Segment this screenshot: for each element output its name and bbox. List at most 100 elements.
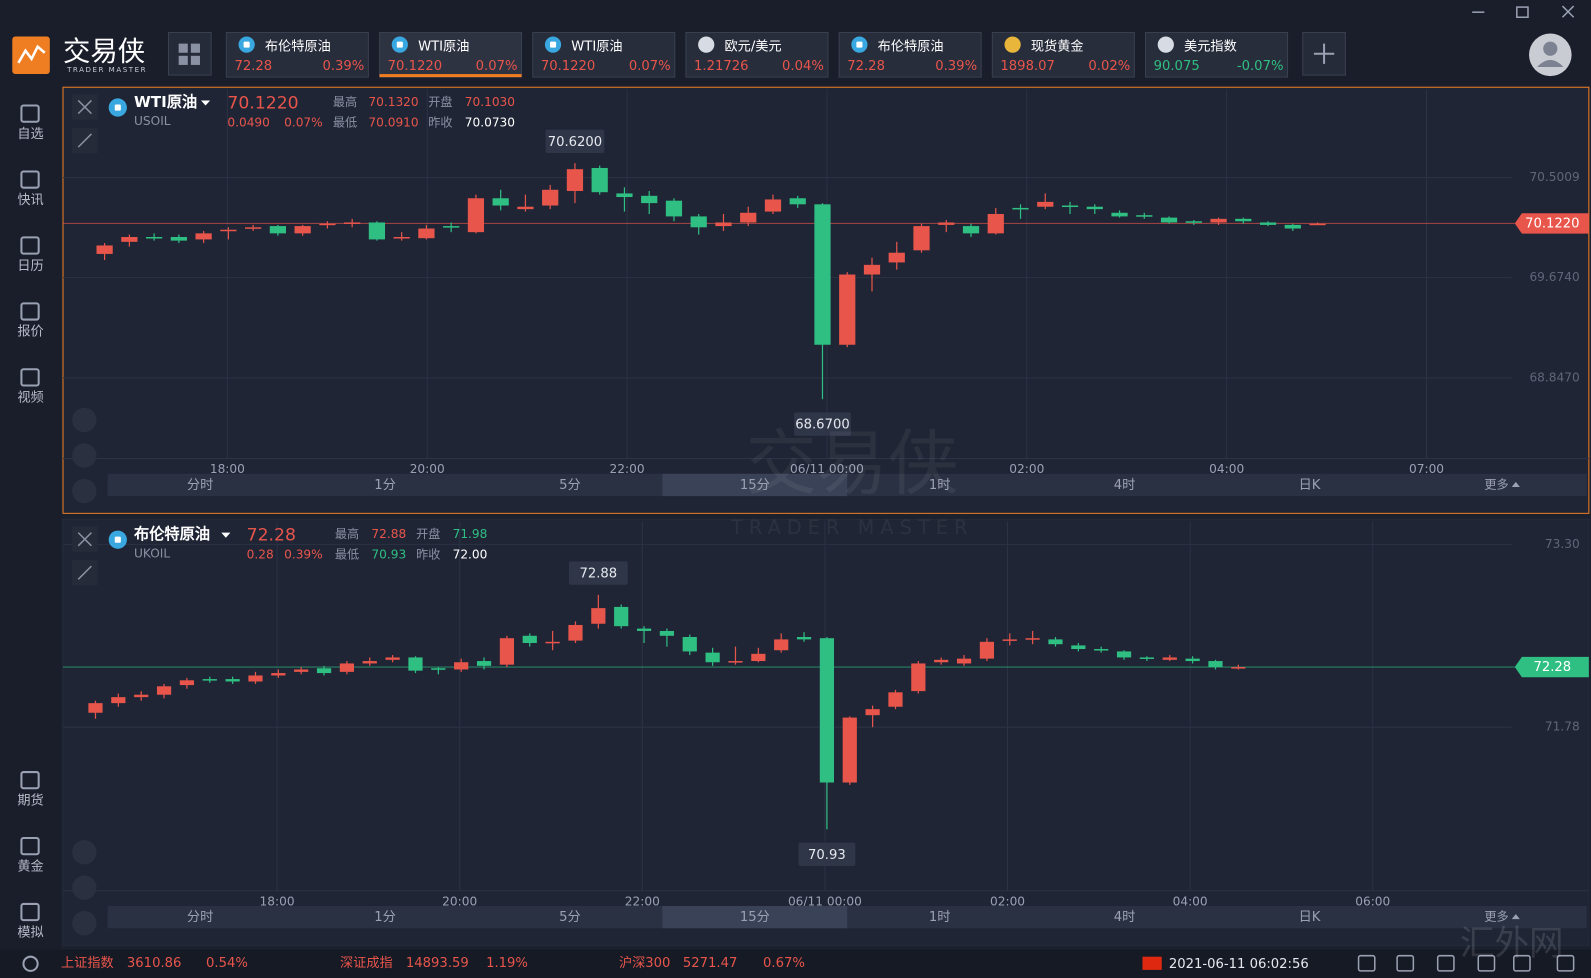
x-tick-label: 02:00 [990,894,1025,908]
sidebar-icon[interactable] [20,902,40,922]
candle-body [1208,661,1223,668]
candle-body [796,636,812,640]
sidebar-icon[interactable] [20,236,40,255]
candle-body [1309,223,1326,226]
plus-icon [1313,43,1335,64]
tab-icon-mark [856,41,863,48]
status-tool-icon[interactable] [1436,954,1455,972]
sidebar-icon[interactable] [20,771,40,790]
sidebar-label[interactable]: 报价 [17,324,43,340]
tab-change: 0.07% [476,59,518,74]
chart-tool-button[interactable] [72,840,97,865]
candle-body [202,679,217,681]
candle-body [934,659,949,663]
status-tool-icon[interactable] [1513,954,1531,972]
close-button[interactable] [1561,5,1575,18]
symbol-dropdown[interactable] [200,100,211,106]
support-icon[interactable] [22,955,39,972]
sidebar-icon[interactable] [20,836,40,856]
timeframe-option[interactable]: 日K [1299,910,1321,925]
timeframe-option[interactable]: 15分 [740,909,770,925]
status-tool-icon[interactable] [1556,954,1575,972]
y-tick-label: 69.6740 [1529,270,1579,284]
chart-tool-button[interactable] [72,443,97,468]
sidebar-icon[interactable] [20,104,40,123]
tab-icon [698,36,715,53]
sidebar-label[interactable]: 自选 [17,126,43,142]
timeframe-option[interactable]: 4时 [1114,477,1136,493]
candle-body [740,212,757,223]
timeframe-option[interactable]: 1分 [374,909,396,925]
maximize-button[interactable] [1516,6,1529,19]
chart-tool-button[interactable] [72,875,97,900]
x-tick-label: 18:00 [260,894,295,908]
sidebar-label[interactable]: 视频 [17,390,43,406]
candle-body [705,652,720,663]
high-marker [545,129,605,153]
timeframe-option[interactable]: 1时 [929,909,951,925]
candle-body [225,679,240,682]
price-tag [1514,656,1589,678]
stat-value: 70.1030 [465,95,515,109]
candle-body [499,638,515,665]
x-tick-label: 06/11 00:00 [790,462,864,476]
tab-icon [1004,36,1021,53]
candle-body [938,222,955,225]
chart-tool-button[interactable] [72,407,97,433]
chart-tool-button[interactable] [72,478,97,504]
timeframe-option[interactable]: 15分 [740,477,770,493]
timeframe-option[interactable]: 5分 [559,477,581,493]
timeframe-active [662,905,848,929]
status-tool-icon[interactable] [1357,954,1376,972]
candle-body [789,198,806,205]
candle-body [146,236,163,239]
y-tick-label: 68.8470 [1529,370,1579,384]
stat-value: 70.0730 [465,115,515,129]
symbol-name[interactable]: WTI原油 [134,93,197,111]
candle-body [987,213,1004,234]
candle-body [1284,224,1301,229]
timeframe-option[interactable]: 分时 [187,909,213,925]
candle-body [764,199,782,212]
sidebar-label[interactable]: 日历 [17,259,43,274]
price-tag [1514,213,1589,234]
watermark-name: 交易侠 [746,422,959,505]
candle-body [1094,649,1109,651]
y-tick-label: 70.5009 [1529,170,1579,184]
sidebar-icon[interactable] [20,170,40,189]
timeframe-more[interactable]: 更多 [1484,910,1508,924]
status-tool-icon[interactable] [1477,954,1496,972]
x-tick-label: 04:00 [1173,894,1208,908]
candle-body [245,227,262,229]
candle-body [888,252,905,263]
chart-tool-button[interactable] [72,911,97,936]
symbol-dropdown[interactable] [221,532,231,538]
timeframe-option[interactable]: 1时 [929,477,951,493]
symbol-name[interactable]: 布伦特原油 [134,525,210,543]
candle-body [819,638,835,783]
timeframe-option[interactable]: 1分 [374,477,396,493]
sidebar-label[interactable]: 快讯 [17,192,43,208]
candle-body [888,692,903,707]
timeframe-option[interactable]: 分时 [187,477,213,493]
x-tick-label: 20:00 [410,462,445,476]
sidebar-label[interactable]: 黄金 [17,858,43,874]
candle-body [1086,206,1103,210]
sidebar-icon[interactable] [20,368,40,387]
sidebar-label[interactable]: 模拟 [17,924,43,940]
candle-body [591,167,608,193]
candle-body [156,686,172,695]
status-tool-icon[interactable] [1396,954,1415,972]
layout-button[interactable] [168,31,212,76]
timeframe-more[interactable]: 更多 [1484,477,1508,491]
sidebar-icon[interactable] [20,302,40,321]
sidebar-label[interactable]: 期货 [17,791,43,808]
candle-body [344,222,361,224]
stat-label: 最高 [333,94,357,109]
timeframe-option[interactable]: 日K [1299,478,1321,493]
timeframe-option[interactable]: 4时 [1114,909,1136,925]
index-value: 14893.59 [406,956,469,971]
timeframe-option[interactable]: 5分 [559,909,581,925]
candle-body [1185,658,1200,662]
